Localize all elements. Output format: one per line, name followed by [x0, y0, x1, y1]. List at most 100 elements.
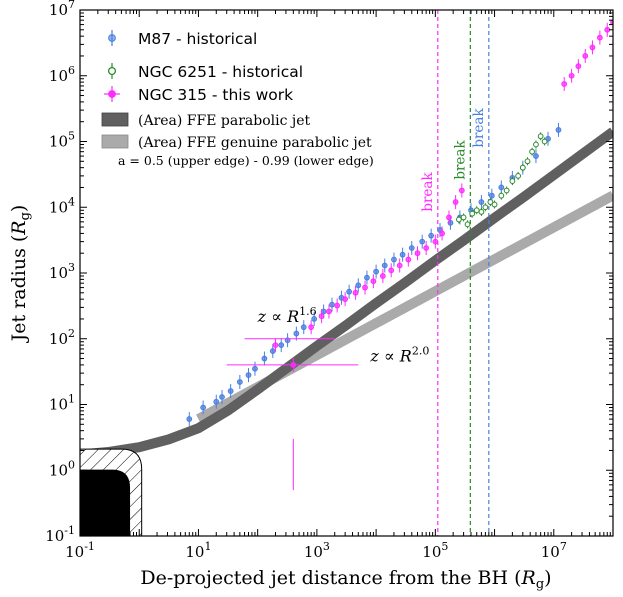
data-point-ngc6251 [519, 164, 526, 171]
axis-ticks [79, 9, 614, 537]
data-point-ngc315 [352, 289, 359, 296]
data-point-ngc6251 [509, 178, 516, 184]
data-point-m87 [391, 256, 397, 263]
data-point-m87 [311, 316, 318, 322]
data-point-ngc6251 [473, 207, 480, 214]
data-point-ngc315 [272, 342, 279, 349]
legend: M87 - historical NGC 6251 - historical N… [101, 30, 374, 168]
y-tick-label: 104 [49, 195, 75, 216]
data-point-ngc315 [561, 81, 568, 87]
data-point-m87 [399, 251, 406, 258]
data-point-ngc315 [405, 256, 412, 263]
y-tick-label: 101 [49, 393, 75, 414]
y-tick-label: 105 [49, 130, 75, 151]
data-point-m87 [278, 342, 285, 349]
legend-entry-ffe-light: (Area) FFE genuine parabolic jet [101, 134, 372, 151]
slope-annotation-1-6: z ∝ R1.6 [257, 305, 317, 326]
x-axis-title: De-projected jet distance from the BH (R… [140, 567, 551, 592]
data-point-m87 [227, 388, 234, 394]
data-point-m87 [355, 282, 362, 289]
forbidden-region [80, 448, 143, 536]
y-tick-label: 102 [49, 327, 75, 348]
data-point-ngc6251 [498, 192, 505, 199]
x-tick-label: 10-1 [65, 540, 95, 561]
data-point-ngc6251 [464, 221, 471, 228]
x-tick-label: 103 [304, 540, 330, 561]
legend-entry-ngc315: NGC 315 - this work [104, 86, 293, 104]
legend-entry-ngc6251: NGC 6251 - historical [107, 63, 303, 81]
data-point-ngc315 [446, 214, 452, 221]
data-point-ngc315 [396, 262, 403, 269]
data-point-ngc315 [596, 34, 603, 41]
data-point-ngc6251 [529, 148, 535, 155]
data-point-ngc315 [604, 26, 611, 33]
legend-label-ffe-dark: (Area) FFE parabolic jet [138, 113, 311, 129]
data-point-m87 [419, 238, 426, 245]
data-point-ngc315 [568, 72, 575, 79]
legend-label-ffe-light: (Area) FFE genuine parabolic jet [138, 135, 372, 151]
data-point-m87 [269, 348, 276, 354]
data-point-m87 [245, 372, 252, 378]
data-point-m87 [293, 330, 300, 337]
data-point-m87 [261, 355, 268, 362]
data-point-m87 [236, 379, 243, 385]
legend-entry-m87: M87 - historical [108, 30, 257, 48]
data-point-m87 [533, 153, 539, 159]
data-point-ngc315 [342, 296, 349, 303]
legend-label-ngc6251: NGC 6251 - historical [138, 63, 303, 81]
data-point-ngc315 [452, 199, 459, 205]
data-point-ngc315 [432, 238, 439, 245]
data-point-ngc315 [458, 187, 465, 194]
data-point-ngc6251 [541, 138, 548, 145]
ffe-dark-band [80, 127, 613, 460]
data-point-ngc6251 [456, 216, 462, 223]
data-point-ngc315 [326, 308, 332, 315]
data-point-ngc315 [334, 302, 341, 309]
data-point-ngc6251 [482, 204, 489, 211]
data-point-m87 [200, 404, 207, 411]
legend-entry-ffe-dark: (Area) FFE parabolic jet [101, 112, 311, 129]
data-point-ngc315 [575, 63, 582, 70]
data-point-ngc315 [362, 284, 368, 291]
data-point-ngc315 [414, 250, 421, 257]
x-tick-label: 105 [422, 540, 448, 561]
data-point-ngc315 [308, 324, 315, 331]
data-point-ngc315 [318, 313, 325, 320]
data-point-m87 [488, 192, 495, 199]
data-point-ngc6251 [503, 187, 510, 194]
data-point-m87 [300, 324, 307, 331]
x-tick-label: 107 [541, 540, 567, 561]
legend-label-m87: M87 - historical [138, 30, 257, 48]
data-point-ngc6251 [469, 210, 476, 217]
data-point-m87 [252, 365, 258, 372]
x-tick-label: 101 [185, 540, 211, 561]
slope-annotation-2-0: z ∝ R2.0 [369, 345, 429, 366]
data-point-m87 [213, 398, 220, 405]
data-point-m87 [329, 301, 335, 308]
data-point-m87 [373, 268, 380, 275]
data-point-m87 [428, 232, 435, 239]
series-ngc315 [226, 15, 613, 491]
data-point-m87 [498, 184, 505, 191]
data-point-ngc315 [589, 44, 596, 51]
y-tick-label: 106 [49, 64, 75, 85]
break-label-m87: break [471, 108, 487, 148]
data-point-ngc315 [439, 230, 445, 237]
axis-tick-labels: 10-1 101 103 105 107 10-1 100 101 102 103 104 105 10… [45, 0, 567, 561]
y-tick-label: 100 [49, 458, 75, 479]
y-tick-label: 107 [49, 0, 75, 19]
y-tick-label: 10-1 [45, 524, 75, 545]
data-point-m87 [478, 199, 485, 205]
data-point-ngc315 [388, 267, 395, 274]
y-tick-label: 103 [49, 261, 75, 282]
y-axis-title: Jet radius (Rg) [8, 205, 33, 344]
data-point-ngc6251 [491, 201, 498, 208]
break-lines [437, 10, 490, 536]
data-point-ngc6251 [515, 172, 522, 179]
break-label-ngc6251: break [452, 140, 468, 180]
data-point-ngc6251 [524, 158, 531, 165]
data-point-ngc6251 [478, 208, 485, 215]
data-point-m87 [219, 394, 225, 400]
